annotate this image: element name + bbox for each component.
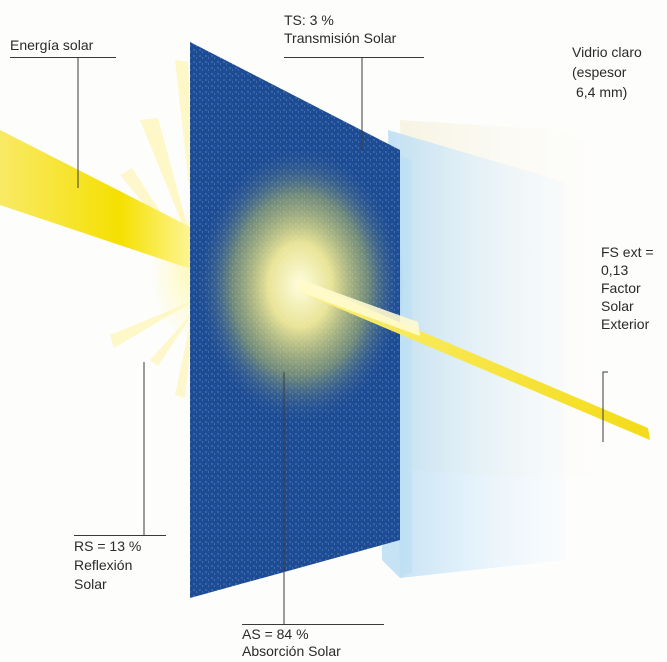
reflection-label: RS = 13 % Reflexión Solar [74,537,141,594]
leader-lines [77,58,608,624]
transmission-label: TS: 3 % Transmisión Solar [284,11,396,47]
solar-factor-line1: FS ext = [601,244,654,260]
absorption-underline [242,624,384,625]
clear-glass-line2: (espesor [572,64,627,80]
solar-factor-line3: Factor [601,280,641,296]
clear-glass-pane [388,130,565,578]
absorption-name: Absorción Solar [242,643,341,659]
reflection-underline [74,535,166,536]
solar-factor-line4: Solar [601,298,634,314]
incoming-solar-beam [0,130,200,272]
absorption-value: AS = 84 % [242,626,309,642]
clear-glass-line3: 6,4 mm) [576,84,628,100]
reflection-line3: Solar [74,576,107,592]
transmission-value: TS: 3 % [284,12,334,28]
solar-energy-label: Energía solar [10,36,93,54]
clear-glass-label: Vidrio claro (espesor 6,4 mm) [572,42,642,102]
reflection-value: RS = 13 % [74,538,142,554]
leader-solar-factor [602,371,608,442]
transmission-underline [284,57,424,58]
transmission-name: Transmisión Solar [284,30,397,46]
solar-factor-line2: 0,13 [601,262,629,278]
coated-glass-pane [190,42,405,598]
absorption-label: AS = 84 % Absorción Solar [242,626,341,660]
reflection-line2: Reflexión [74,557,133,573]
solar-energy-text: Energía solar [10,37,94,53]
solar-factor-line5: Exterior [601,316,650,332]
clear-glass-line1: Vidrio claro [572,44,642,60]
solar-energy-underline [10,57,116,58]
solar-factor-label: FS ext = 0,13 Factor Solar Exterior [601,243,654,333]
